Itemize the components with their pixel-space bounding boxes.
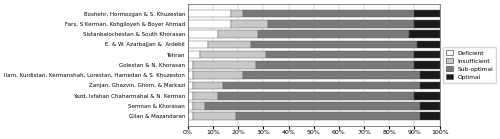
Bar bbox=[420, 112, 440, 120]
Bar bbox=[193, 102, 205, 110]
Bar bbox=[414, 61, 440, 69]
Bar bbox=[268, 20, 414, 28]
Bar bbox=[206, 102, 420, 110]
Bar bbox=[420, 102, 440, 110]
Bar bbox=[208, 40, 251, 48]
Bar bbox=[188, 40, 208, 48]
Bar bbox=[188, 10, 230, 17]
Bar bbox=[417, 40, 440, 48]
Bar bbox=[188, 51, 200, 59]
Bar bbox=[236, 112, 420, 120]
Bar bbox=[200, 51, 266, 59]
Bar bbox=[414, 20, 440, 28]
Bar bbox=[243, 10, 414, 17]
Bar bbox=[188, 92, 193, 100]
Bar bbox=[266, 51, 414, 59]
Bar bbox=[243, 71, 420, 79]
Bar bbox=[223, 82, 420, 89]
Bar bbox=[188, 71, 193, 79]
Bar bbox=[230, 20, 268, 28]
Bar bbox=[410, 30, 440, 38]
Bar bbox=[256, 61, 414, 69]
Bar bbox=[414, 92, 440, 100]
Bar bbox=[188, 102, 193, 110]
Bar bbox=[251, 40, 417, 48]
Bar bbox=[258, 30, 410, 38]
Bar bbox=[420, 82, 440, 89]
Bar bbox=[188, 30, 218, 38]
Bar bbox=[193, 61, 256, 69]
Bar bbox=[188, 82, 193, 89]
Bar bbox=[230, 10, 243, 17]
Bar bbox=[414, 51, 440, 59]
Bar bbox=[420, 71, 440, 79]
Bar bbox=[218, 92, 414, 100]
Bar bbox=[188, 61, 193, 69]
Bar bbox=[193, 92, 218, 100]
Bar bbox=[193, 112, 236, 120]
Bar bbox=[193, 82, 223, 89]
Bar bbox=[193, 71, 243, 79]
Bar bbox=[188, 20, 230, 28]
Bar bbox=[188, 112, 193, 120]
Bar bbox=[218, 30, 258, 38]
Bar bbox=[414, 10, 440, 17]
Legend: Deficient, Insufficient, Sub-optimal, Optimal: Deficient, Insufficient, Sub-optimal, Op… bbox=[442, 47, 496, 83]
